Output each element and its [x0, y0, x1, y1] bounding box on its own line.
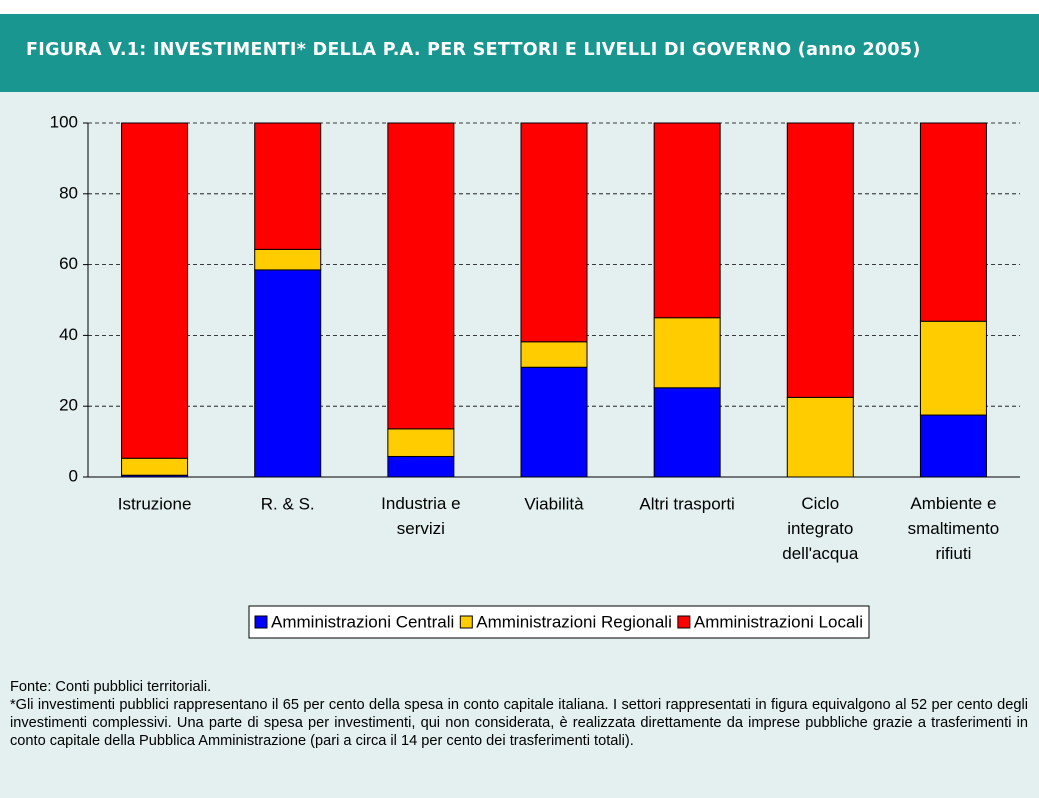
- bar-segment: [254, 122, 322, 250]
- x-tick-label: Altri trasporti: [639, 494, 734, 513]
- x-tick-label: Ciclo integrato dell'acqua: [782, 494, 859, 563]
- y-tick-label: 20: [59, 396, 78, 415]
- legend-swatch: [459, 615, 473, 629]
- header: [0, 14, 1039, 92]
- footnotes: Fonte: Conti pubblici territoriali. *Gli…: [10, 678, 1028, 750]
- bar-segment: [653, 122, 721, 319]
- bar-segment: [520, 366, 588, 478]
- bar-segment: [254, 248, 322, 271]
- x-tick-label: Viabilità: [524, 494, 584, 513]
- legend-box: [248, 605, 870, 639]
- y-tick-label: 80: [59, 183, 78, 202]
- x-tick-label: Industria e servizi: [381, 494, 460, 538]
- bar-segment: [387, 122, 455, 430]
- y-tick-label: 40: [59, 325, 78, 344]
- chart-title: FIGURA V.1: INVESTIMENTI* DELLA P.A. PER…: [26, 40, 921, 60]
- legend-label: Amministrazioni Regionali: [476, 612, 672, 631]
- legend-swatch: [254, 615, 268, 629]
- bar-segment: [254, 269, 322, 478]
- legend-label: Amministrazioni Centrali: [271, 612, 454, 631]
- bar-segment: [919, 414, 987, 478]
- bar-segment: [520, 122, 588, 343]
- bar-segment: [919, 320, 987, 416]
- bar-segment: [653, 317, 721, 389]
- note: *Gli investimenti pubblici rappresentano…: [10, 697, 1028, 749]
- y-tick-label: 100: [50, 112, 78, 131]
- x-tick-label: R. & S.: [261, 494, 315, 513]
- legend-swatch: [677, 615, 691, 629]
- bar-segment: [786, 122, 854, 398]
- y-tick-label: 60: [59, 254, 78, 273]
- y-tick-label: 0: [69, 466, 78, 485]
- source: Fonte: Conti pubblici territoriali.: [10, 679, 212, 695]
- x-tick-label: Istruzione: [118, 494, 192, 513]
- bar-segment: [121, 122, 189, 459]
- bar-segment: [786, 396, 854, 478]
- bar-segment: [520, 341, 588, 368]
- bar-segment: [387, 455, 455, 478]
- x-tick-label: Ambiente e smaltimento rifiuti: [908, 494, 1000, 563]
- bar-segment: [919, 122, 987, 322]
- bar-segment: [653, 387, 721, 478]
- bar-segment: [121, 457, 189, 476]
- bar-segment: [387, 428, 455, 457]
- legend-label: Amministrazioni Locali: [694, 612, 863, 631]
